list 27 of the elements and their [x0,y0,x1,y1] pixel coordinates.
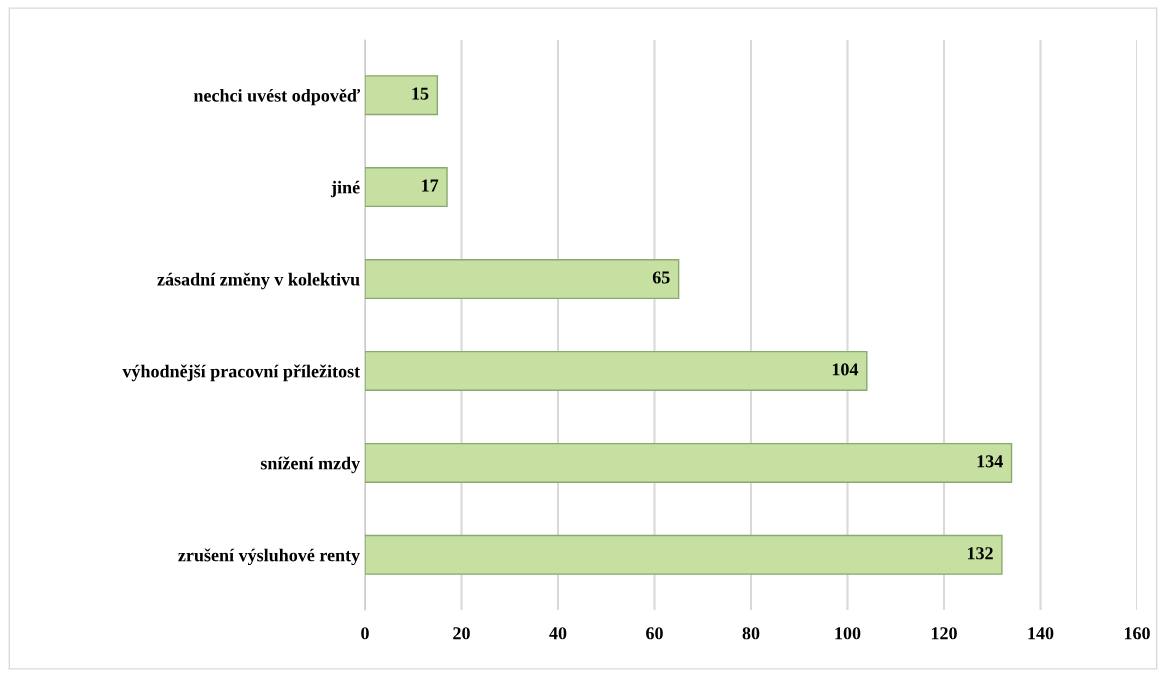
bar [365,75,439,116]
y-tick-label: zásadní změny v kolektivu [157,272,360,290]
x-tick-label: 60 [646,627,663,640]
bar [365,167,448,208]
x-tick-label: 120 [931,627,957,640]
y-tick-label: jiné [330,180,360,198]
y-tick-label: zrušení výsluhové renty [178,548,360,566]
x-tick-label: 40 [549,627,567,640]
x-tick-label: 0 [361,627,369,640]
x-tick-label: 80 [742,627,760,640]
data-label: 17 [422,179,439,192]
bar [365,259,680,300]
data-label: 65 [652,271,670,284]
bar [365,534,1003,575]
y-tick-label: nechci uvést odpověď [193,88,361,106]
data-label: 15 [412,87,429,100]
bar [365,350,868,391]
x-tick-label: 20 [453,627,470,640]
data-label: 132 [967,547,993,560]
data-label: 104 [832,363,859,376]
x-tick-label: 160 [1124,627,1150,640]
data-label: 134 [977,455,1003,468]
bar [365,442,1013,483]
x-tick-label: 100 [835,627,861,640]
x-tick-label: 140 [1028,627,1054,640]
y-tick-label: snížení mzdy [260,456,360,474]
y-tick-label: výhodnější pracovní příležitost [122,364,361,382]
